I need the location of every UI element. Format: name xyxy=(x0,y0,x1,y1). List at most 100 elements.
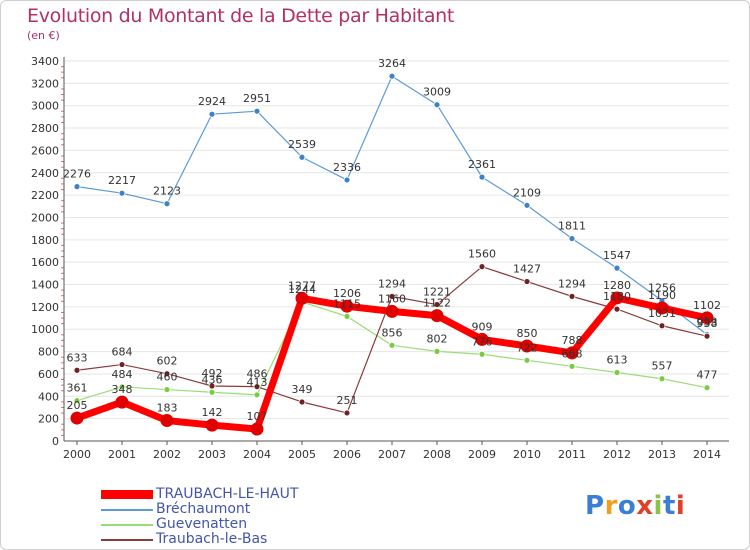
data-label: 557 xyxy=(652,360,673,373)
data-point xyxy=(73,397,81,405)
data-label: 633 xyxy=(67,351,88,364)
y-tick-label: 1800 xyxy=(31,234,59,247)
data-point xyxy=(565,346,579,360)
data-label: 668 xyxy=(562,347,583,360)
data-label: 361 xyxy=(67,382,88,395)
data-label: 1221 xyxy=(423,286,451,299)
data-point xyxy=(568,362,576,370)
data-label: 776 xyxy=(472,335,493,348)
data-label: 1811 xyxy=(558,220,586,233)
data-label: 348 xyxy=(112,383,133,396)
data-label: 602 xyxy=(157,355,178,368)
series-traubach-le-bas xyxy=(73,263,711,417)
logo-letter: t xyxy=(662,491,676,521)
data-point xyxy=(658,322,666,330)
data-point xyxy=(208,382,216,390)
data-label: 1427 xyxy=(513,263,541,276)
y-tick-label: 800 xyxy=(38,346,59,359)
chart-title: Evolution du Montant de la Dette par Hab… xyxy=(27,5,455,27)
data-point xyxy=(658,375,666,383)
series-traubach-le-haut xyxy=(70,291,714,436)
data-label: 1294 xyxy=(558,277,586,290)
data-point xyxy=(523,201,531,209)
data-point xyxy=(118,189,126,197)
legend-swatch xyxy=(101,539,153,541)
data-label: 1102 xyxy=(693,299,721,312)
x-tick-label: 2005 xyxy=(288,448,316,461)
data-point xyxy=(433,347,441,355)
data-label: 1115 xyxy=(333,297,361,310)
y-tick-label: 2400 xyxy=(31,167,59,180)
data-point xyxy=(478,350,486,358)
data-point xyxy=(298,153,306,161)
data-label: 2123 xyxy=(153,185,181,198)
y-tick-label: 2800 xyxy=(31,122,59,135)
data-point xyxy=(163,200,171,208)
data-label: 1206 xyxy=(333,287,361,300)
y-tick-label: 600 xyxy=(38,368,59,381)
data-point xyxy=(250,422,264,436)
data-point xyxy=(340,299,354,313)
y-tick-label: 1400 xyxy=(31,279,59,292)
y-tick-label: 3400 xyxy=(31,55,59,68)
data-point xyxy=(388,292,396,300)
series-br-chaumont xyxy=(73,72,711,338)
data-label: 477 xyxy=(697,369,718,382)
data-label: 460 xyxy=(157,371,178,384)
data-point xyxy=(568,292,576,300)
data-label: 205 xyxy=(67,399,88,412)
data-point xyxy=(208,388,216,396)
data-point xyxy=(703,332,711,340)
y-tick-label: 1200 xyxy=(31,301,59,314)
plot-area xyxy=(64,59,729,441)
data-point xyxy=(478,173,486,181)
data-label: 2109 xyxy=(513,186,541,199)
data-label: 1277 xyxy=(288,279,316,292)
data-label: 2336 xyxy=(333,161,361,174)
data-point xyxy=(523,356,531,364)
y-tick-label: 3200 xyxy=(31,77,59,90)
logo-letter: i xyxy=(653,491,663,521)
legend-swatch xyxy=(101,524,153,526)
data-label: 1560 xyxy=(468,248,496,261)
data-labels: 633 684 602 492 486 349 251 1294 1221 1560 1427 129… xyxy=(67,248,718,407)
x-tick-label: 2007 xyxy=(378,448,406,461)
data-point xyxy=(433,301,441,308)
data-point xyxy=(73,366,81,374)
data-label: 1547 xyxy=(603,249,631,262)
x-tick-label: 2014 xyxy=(693,448,721,461)
data-label: 484 xyxy=(112,368,133,381)
data-point xyxy=(388,72,396,80)
data-label: 3009 xyxy=(423,86,451,99)
data-point xyxy=(163,370,171,378)
data-label: 613 xyxy=(607,353,628,366)
x-tick-label: 2012 xyxy=(603,448,631,461)
data-point xyxy=(613,369,621,376)
x-tick-label: 2003 xyxy=(198,448,226,461)
data-label: 938 xyxy=(697,317,718,330)
x-tick-label: 2000 xyxy=(63,448,91,461)
logo-letter: i xyxy=(675,491,686,521)
y-tick-label: 1000 xyxy=(31,323,59,336)
data-label: 492 xyxy=(202,367,223,380)
data-point xyxy=(475,332,489,346)
data-label: 1122 xyxy=(423,297,451,310)
y-tick-label: 2000 xyxy=(31,211,59,224)
data-label: 953 xyxy=(697,315,718,328)
data-label: 2539 xyxy=(288,138,316,151)
data-label: 413 xyxy=(247,376,268,389)
data-label: 349 xyxy=(292,383,313,396)
data-point xyxy=(433,101,441,109)
legend-label: TRAUBACH-LE-HAUT xyxy=(156,486,299,502)
data-label: 802 xyxy=(427,332,448,345)
data-label: 1180 xyxy=(603,290,631,303)
data-point xyxy=(523,278,531,285)
data-labels: 205 348 183 142 107 1277 1206 1160 1122 909 850 788… xyxy=(67,279,722,423)
logo-letter: r xyxy=(604,491,618,521)
data-label: 1160 xyxy=(378,292,406,305)
x-tick-label: 2002 xyxy=(153,448,181,461)
data-point xyxy=(115,395,129,409)
x-tick-label: 2009 xyxy=(468,448,496,461)
logo-letter: P xyxy=(585,491,605,521)
data-label: 856 xyxy=(382,326,403,339)
